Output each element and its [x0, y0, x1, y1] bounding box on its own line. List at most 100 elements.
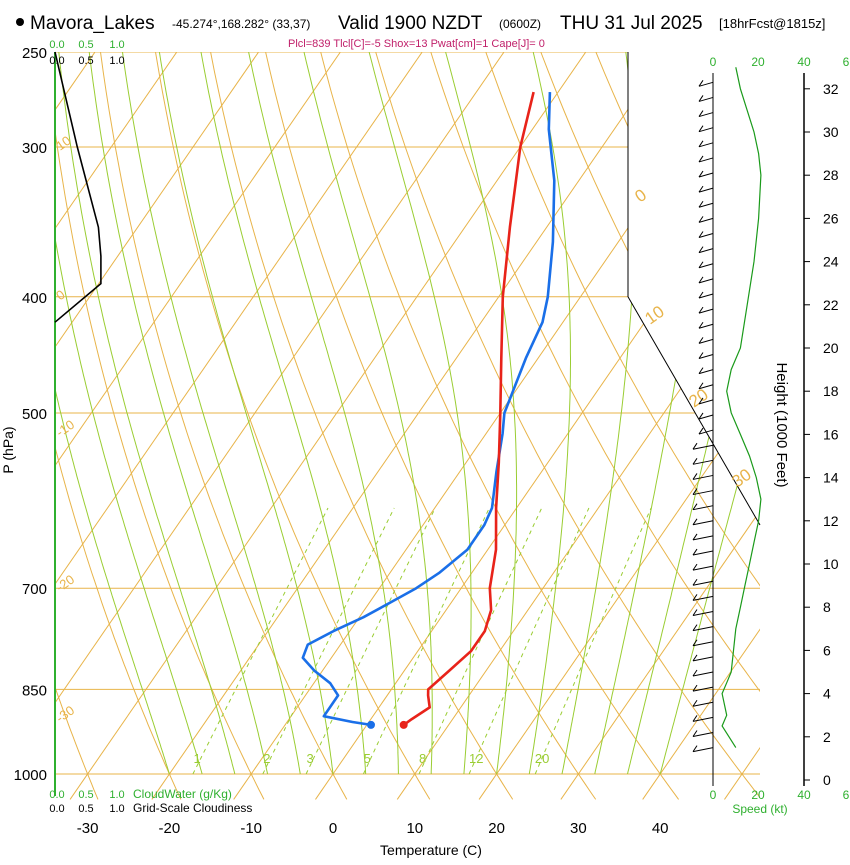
- wind-barb: [692, 535, 714, 541]
- wind-barb-flag: [698, 352, 704, 359]
- plot-right-boundary: [627, 52, 761, 526]
- isotherm-line: [55, 52, 438, 800]
- wind-barb: [692, 595, 714, 601]
- wind-barb-flag: [698, 95, 704, 102]
- height-tick-label: 28: [823, 167, 839, 183]
- wind-barb: [692, 580, 714, 586]
- speed-tick-label: 0: [710, 55, 717, 69]
- wind-barb-flag: [698, 231, 704, 238]
- dry-adiabat-line: [97, 52, 348, 800]
- wind-barb-flag: [698, 291, 704, 299]
- pressure-axis: 250 300 400 500 700 850 1000: [14, 45, 47, 784]
- isotherm-line: [560, 52, 760, 800]
- wind-barb-flag: [692, 488, 698, 495]
- utc-time: (0600Z): [499, 17, 541, 31]
- isotherm-line: [151, 52, 683, 800]
- wind-barb: [698, 233, 714, 239]
- wind-barb: [698, 293, 714, 299]
- valid-time: Valid 1900 NZDT: [338, 13, 483, 34]
- wind-barb-flag: [692, 473, 698, 480]
- isotherm-line: [642, 52, 760, 800]
- wind-barb-flag: [692, 624, 698, 631]
- dry-adiabat-line: [55, 52, 182, 800]
- height-tick-label: 14: [823, 470, 839, 486]
- moist-adiabat-line: [445, 52, 518, 775]
- isotherm-label: 20: [685, 385, 711, 411]
- temperature-tick-label: 30: [570, 820, 587, 837]
- cloudwater-tick-label: 1.0: [109, 789, 124, 801]
- isotherm-label: -20: [53, 572, 77, 595]
- isotherm-line: [55, 52, 520, 800]
- wind-barb-flag: [698, 397, 704, 405]
- wind-barb: [692, 701, 714, 707]
- wind-barb-flag: [692, 684, 698, 692]
- wind-barb-flag: [698, 80, 704, 87]
- dry-adiabat-line: [206, 52, 514, 800]
- temperature-surface-point: [399, 720, 408, 729]
- mixing-ratio-labels: 1 2 3 5 8 12 20: [194, 751, 550, 766]
- mixing-ratio-line: [262, 507, 395, 775]
- dry-adiabat-line: [55, 52, 265, 800]
- wind-barb-flag: [698, 306, 704, 314]
- temperature-tick-label: -30: [77, 820, 99, 837]
- wind-barb-flag: [698, 125, 704, 132]
- mixing-ratio-label: 2: [263, 751, 270, 766]
- wind-barb-flag: [698, 261, 704, 269]
- wind-barb-flag: [698, 337, 704, 344]
- moist-adiabat-line: [248, 52, 399, 774]
- moist-adiabat-line: [158, 52, 334, 775]
- cloudwater-tick-label: 0.5: [78, 39, 93, 51]
- wind-barb: [698, 308, 714, 314]
- wind-barb-flag: [692, 654, 698, 662]
- wind-barb-flag: [692, 548, 698, 556]
- wind-barb-flag: [692, 442, 698, 450]
- height-tick-label: 8: [823, 599, 831, 615]
- speed-tick-label: 0: [710, 788, 717, 802]
- wind-barb-flag: [698, 201, 704, 208]
- pressure-tick-label: 700: [22, 581, 47, 598]
- cloudiness-tick-label: 0.5: [78, 803, 93, 815]
- wind-barb: [698, 384, 714, 390]
- speed-tick-label: 40: [797, 788, 811, 802]
- wind-barb-flag: [698, 155, 704, 163]
- dry-adiabat-line: [314, 52, 680, 800]
- dry-adiabat-line: [805, 31, 850, 800]
- wind-barb: [698, 399, 714, 405]
- wind-barb-flag: [692, 730, 698, 737]
- profiles: [54, 51, 556, 729]
- wind-barb-flag: [692, 609, 698, 616]
- wind-barb-flag: [698, 185, 704, 193]
- dry-adiabat-line: [423, 52, 760, 800]
- wind-barb-flag: [698, 216, 704, 223]
- height-tick-label: 26: [823, 210, 839, 226]
- moist-adiabat-line: [88, 52, 269, 775]
- wind-barb-flag: [698, 382, 704, 389]
- mixing-ratio-label: 20: [535, 751, 549, 766]
- mixing-ratio-line: [305, 507, 436, 775]
- height-tick-label: 22: [823, 297, 839, 313]
- height-tick-label: 10: [823, 556, 839, 572]
- height-tick-label: 24: [823, 254, 839, 270]
- station-coords: -45.274°,168.282° (33,37): [172, 17, 310, 31]
- wind-barb: [698, 157, 714, 163]
- speed-tick-label: 40: [797, 55, 811, 69]
- wind-barb-flag: [698, 412, 704, 420]
- dry-adiabat-line: [478, 52, 760, 800]
- wind-barb: [692, 641, 714, 647]
- wind-barb: [698, 338, 714, 344]
- temperature-profile-line: [402, 91, 535, 726]
- moist-adiabat-line: [58, 52, 236, 775]
- isotherm-label: -10: [53, 417, 77, 440]
- height-tick-label: 2: [823, 729, 831, 745]
- dry-adiabat-line: [369, 52, 760, 800]
- mixing-ratio-line: [362, 507, 490, 775]
- moist-adiabat-line: [659, 52, 760, 775]
- wind-barb-flag: [698, 140, 704, 148]
- dewpoint-surface-point: [366, 720, 375, 729]
- wind-barb: [698, 353, 714, 359]
- wind-barb-flag: [692, 518, 698, 526]
- temperature-axis: -30 -20 -10 0 10 20 30 40: [77, 820, 669, 837]
- wind-barb-flag: [692, 533, 698, 541]
- mixing-ratio-line: [192, 507, 329, 775]
